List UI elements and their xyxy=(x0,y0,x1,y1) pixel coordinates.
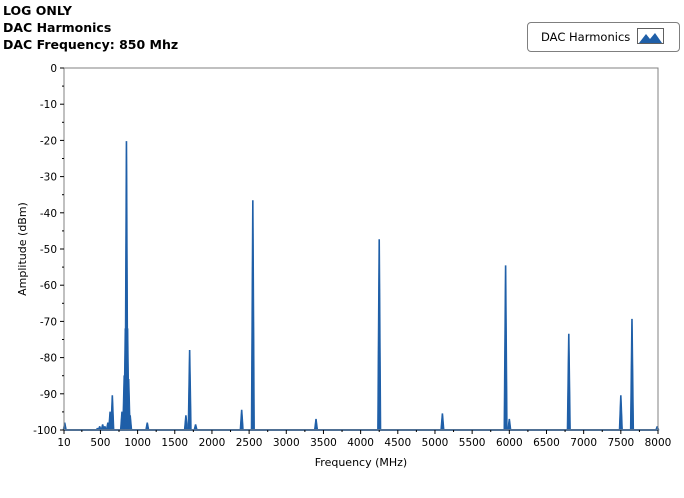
y-tick-label: 0 xyxy=(50,63,57,75)
area-swatch-glyph xyxy=(639,33,662,43)
plot-area xyxy=(62,68,660,431)
y-tick-label: -70 xyxy=(40,316,57,328)
x-tick-label: 1500 xyxy=(161,437,188,449)
x-tick-label: 7000 xyxy=(570,437,597,449)
x-tick-label: 6000 xyxy=(496,437,523,449)
y-tick-label: -30 xyxy=(40,172,57,184)
x-tick-label: 2000 xyxy=(199,437,226,449)
x-tick-label: 6500 xyxy=(533,437,560,449)
x-tick-label: 10 xyxy=(57,437,70,449)
y-tick-label: -60 xyxy=(40,280,57,292)
y-tick-label: -20 xyxy=(40,135,57,147)
y-tick-label: -80 xyxy=(40,353,57,365)
x-tick-label: 4000 xyxy=(347,437,374,449)
area-swatch-icon[interactable] xyxy=(637,28,664,44)
y-tick-label: -50 xyxy=(40,244,57,256)
chart-header: LOG ONLY DAC Harmonics DAC Frequency: 85… xyxy=(3,2,178,53)
legend-label: DAC Harmonics xyxy=(541,30,631,44)
header-line-2: DAC Harmonics xyxy=(3,20,112,35)
x-tick-label: 3000 xyxy=(273,437,300,449)
axes: 10 500 1000 1500 2000 2500 3000 3500 4000 4500 500… xyxy=(33,63,671,449)
x-tick-label: 5000 xyxy=(422,437,449,449)
y-tick-label: -100 xyxy=(33,425,57,437)
y-tick-label: -90 xyxy=(40,389,57,401)
plot-background xyxy=(64,68,658,430)
header-line-3: DAC Frequency: 850 Mhz xyxy=(3,37,179,52)
y-tick-label: -40 xyxy=(40,208,57,220)
plot-legend[interactable]: DAC Harmonics xyxy=(527,22,680,52)
x-tick-label: 5500 xyxy=(459,437,486,449)
x-tick-label: 1000 xyxy=(124,437,151,449)
header-line-1: LOG ONLY xyxy=(3,3,72,18)
x-tick-label: 3500 xyxy=(310,437,337,449)
x-tick-label: 500 xyxy=(90,437,110,449)
x-tick-label: 4500 xyxy=(384,437,411,449)
x-tick-label: 7500 xyxy=(607,437,634,449)
x-axis-title: Frequency (MHz) xyxy=(315,456,407,469)
y-tick-label: -10 xyxy=(40,99,57,111)
x-tick-label: 8000 xyxy=(645,437,672,449)
x-tick-label: 2500 xyxy=(236,437,263,449)
y-axis-title: Amplitude (dBm) xyxy=(16,202,29,296)
